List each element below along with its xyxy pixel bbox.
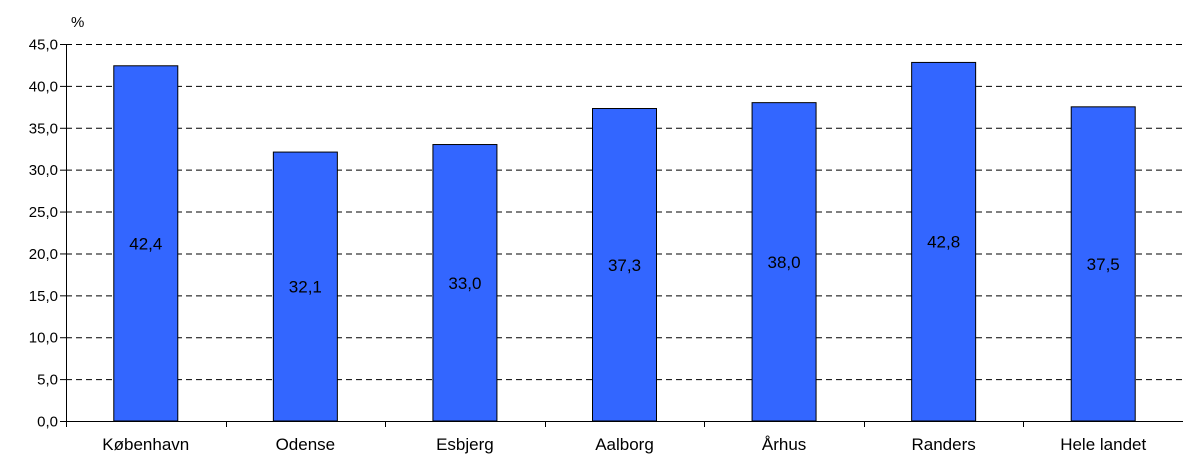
bar (272, 151, 338, 422)
bar (592, 108, 657, 422)
bar-value-label: 33,0 (448, 274, 481, 293)
bar (1070, 106, 1136, 422)
y-tick-label: 45,0 (29, 37, 58, 54)
bar (113, 65, 179, 422)
bar (432, 144, 498, 422)
y-tick-label: 10,0 (29, 330, 58, 347)
y-tick-label: 25,0 (29, 204, 58, 221)
y-tick-label: 20,0 (29, 246, 58, 263)
bar-value-label: 42,4 (129, 234, 162, 253)
y-tick-label: 15,0 (29, 288, 58, 305)
y-tick-label: 0,0 (37, 414, 58, 431)
x-category-label: Randers (912, 435, 976, 454)
bar-value-label: 37,3 (608, 256, 641, 275)
labels: 0,0 5,0 10,0 15,0 20,0 25,0 30,0 35,0 40,0 45,0 42… (29, 37, 1147, 455)
x-category-label: Aalborg (595, 435, 654, 454)
y-unit-label: % (71, 14, 84, 31)
y-tick-label: 40,0 (29, 78, 58, 95)
bar-value-label: 37,5 (1087, 255, 1120, 274)
x-category-label: Esbjerg (436, 435, 494, 454)
x-category-label: Odense (276, 435, 336, 454)
x-category-label: København (102, 435, 189, 454)
y-tick-label: 35,0 (29, 120, 58, 137)
x-category-label: Århus (762, 435, 806, 454)
bar-value-label: 32,1 (289, 278, 322, 297)
bars (113, 61, 1136, 422)
x-category-label: Hele landet (1060, 435, 1146, 454)
axes (60, 44, 1183, 427)
y-tick-label: 5,0 (37, 372, 58, 389)
bar-value-label: 38,0 (768, 253, 801, 272)
bar-value-label: 42,8 (927, 233, 960, 252)
y-tick-label: 30,0 (29, 162, 58, 179)
gridlines (66, 44, 1183, 381)
